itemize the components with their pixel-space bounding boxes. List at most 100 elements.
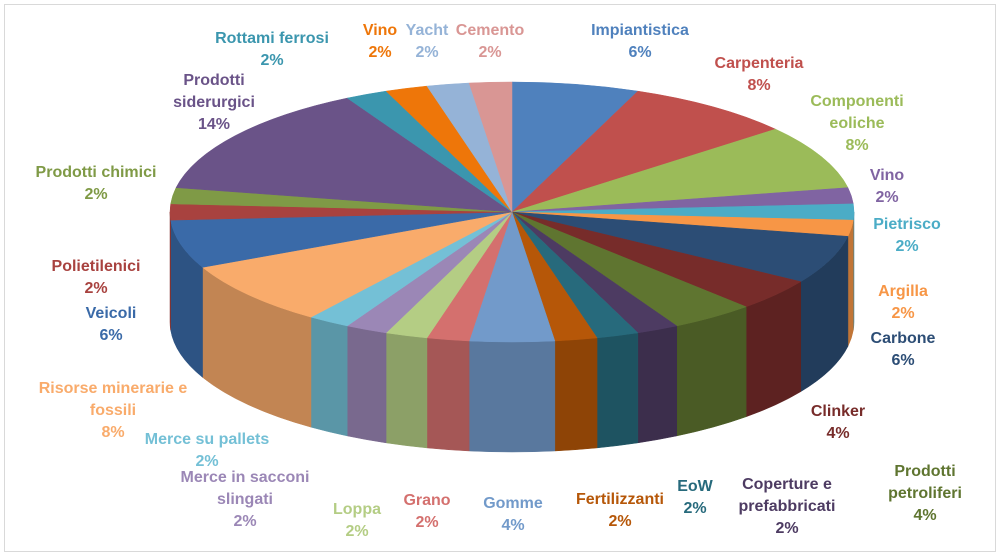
data-label: Fertilizzanti 2% [555,489,685,533]
data-label: Yacht 2% [402,20,452,64]
value-label: 8% [101,424,125,441]
data-label: Clinker 4% [798,401,878,445]
data-label: Gomme 4% [473,493,553,537]
slice-side [426,337,470,452]
slice-side [554,337,598,452]
category-label: EoW [677,478,713,495]
slice [175,97,513,213]
pie-sides [169,211,855,453]
value-label: 2% [875,189,899,206]
slice [511,211,849,282]
category-label: Argilla [878,283,928,300]
category-label: Impiantistica [591,22,689,39]
slice-side [169,211,171,331]
data-label: Componenti eoliche 8% [792,91,922,157]
category-label: Coperture e prefabbricati [738,476,836,515]
data-label: Prodotti siderurgici 14% [149,70,279,136]
chart-frame [4,4,996,552]
data-label: Argilla 2% [863,281,943,325]
data-label: Carpenteria 8% [694,53,824,97]
category-label: Clinker [810,403,866,420]
slice [170,211,513,268]
category-label: Fertilizzanti [575,491,664,508]
data-label: Vino 2% [355,20,405,64]
value-label: 4% [913,507,937,524]
category-label: Merce su pallets [144,431,270,448]
data-label: Vino 2% [857,165,917,209]
category-label: Carbone [870,330,936,347]
data-label: Coperture e prefabbricati 2% [722,474,852,540]
data-label: Rottami ferrosi 2% [187,28,357,72]
value-label: 2% [233,513,257,530]
value-label: 8% [845,137,869,154]
value-label: 4% [826,425,850,442]
slice [511,128,849,213]
value-label: 6% [891,352,915,369]
data-label: Prodotti petroliferi 4% [875,461,975,527]
slice [511,90,777,213]
data-label: Merce su pallets 2% [117,429,297,473]
data-label: Cemento 2% [445,20,535,64]
data-label: Pietrisco 2% [862,214,952,258]
value-label: 6% [628,44,652,61]
value-label: 2% [415,514,439,531]
slice-side [468,340,556,453]
category-label: Rottami ferrosi [215,30,329,47]
pie-tops [169,81,855,343]
data-label: Veicoli 6% [71,303,151,347]
value-label: 2% [895,238,919,255]
data-label: Loppa 2% [322,499,392,543]
data-label: Grano 2% [392,490,462,534]
value-label: 2% [84,280,108,297]
value-label: 2% [415,44,439,61]
slice-side [596,332,639,449]
category-label: Loppa [333,501,381,518]
value-label: 2% [260,52,284,69]
slice [468,81,513,213]
category-label: Grano [403,492,451,509]
value-label: 14% [197,116,231,133]
category-label: Vino [869,167,905,184]
value-label: 2% [478,44,502,61]
slice-side [346,325,387,444]
category-label: Veicoli [85,305,137,322]
category-label: Prodotti siderurgici [173,72,255,111]
slice-side [676,306,747,437]
category-label: Gomme [483,495,543,512]
data-label: Impiantistica 6% [570,20,710,64]
category-label: Prodotti petroliferi [888,463,962,502]
slice-side [637,325,678,444]
category-label: Carpenteria [714,55,804,72]
category-label: Yacht [405,22,449,39]
value-label: 2% [683,500,707,517]
slice [511,81,639,213]
data-label: Risorse minerarie e fossili 8% [23,378,203,444]
category-label: Pietrisco [873,216,941,233]
data-label: Merce in sacconi slingati 2% [155,467,335,533]
value-label: 2% [84,186,108,203]
category-label: Vino [362,22,398,39]
value-label: 2% [775,520,799,537]
category-label: Risorse minerarie e fossili [38,380,188,419]
data-label: Polietilenici 2% [36,256,156,300]
slice-side [310,316,348,437]
value-label: 2% [195,453,219,470]
data-label: Carbone 6% [858,328,948,372]
value-label: 2% [891,305,915,322]
slice-side [385,332,428,449]
data-label: Prodotti chimici 2% [6,162,186,206]
data-label: EoW 2% [670,476,720,520]
value-label: 4% [501,517,525,534]
value-label: 2% [368,44,392,61]
value-label: 8% [747,77,771,94]
value-label: 2% [608,513,632,530]
category-label: Prodotti chimici [35,164,157,181]
category-label: Cemento [455,22,525,39]
value-label: 6% [99,327,123,344]
slice [201,211,513,318]
category-label: Componenti eoliche [810,93,904,132]
value-label: 2% [345,523,369,540]
category-label: Merce in sacconi slingati [180,469,310,508]
slice-side [847,220,854,347]
